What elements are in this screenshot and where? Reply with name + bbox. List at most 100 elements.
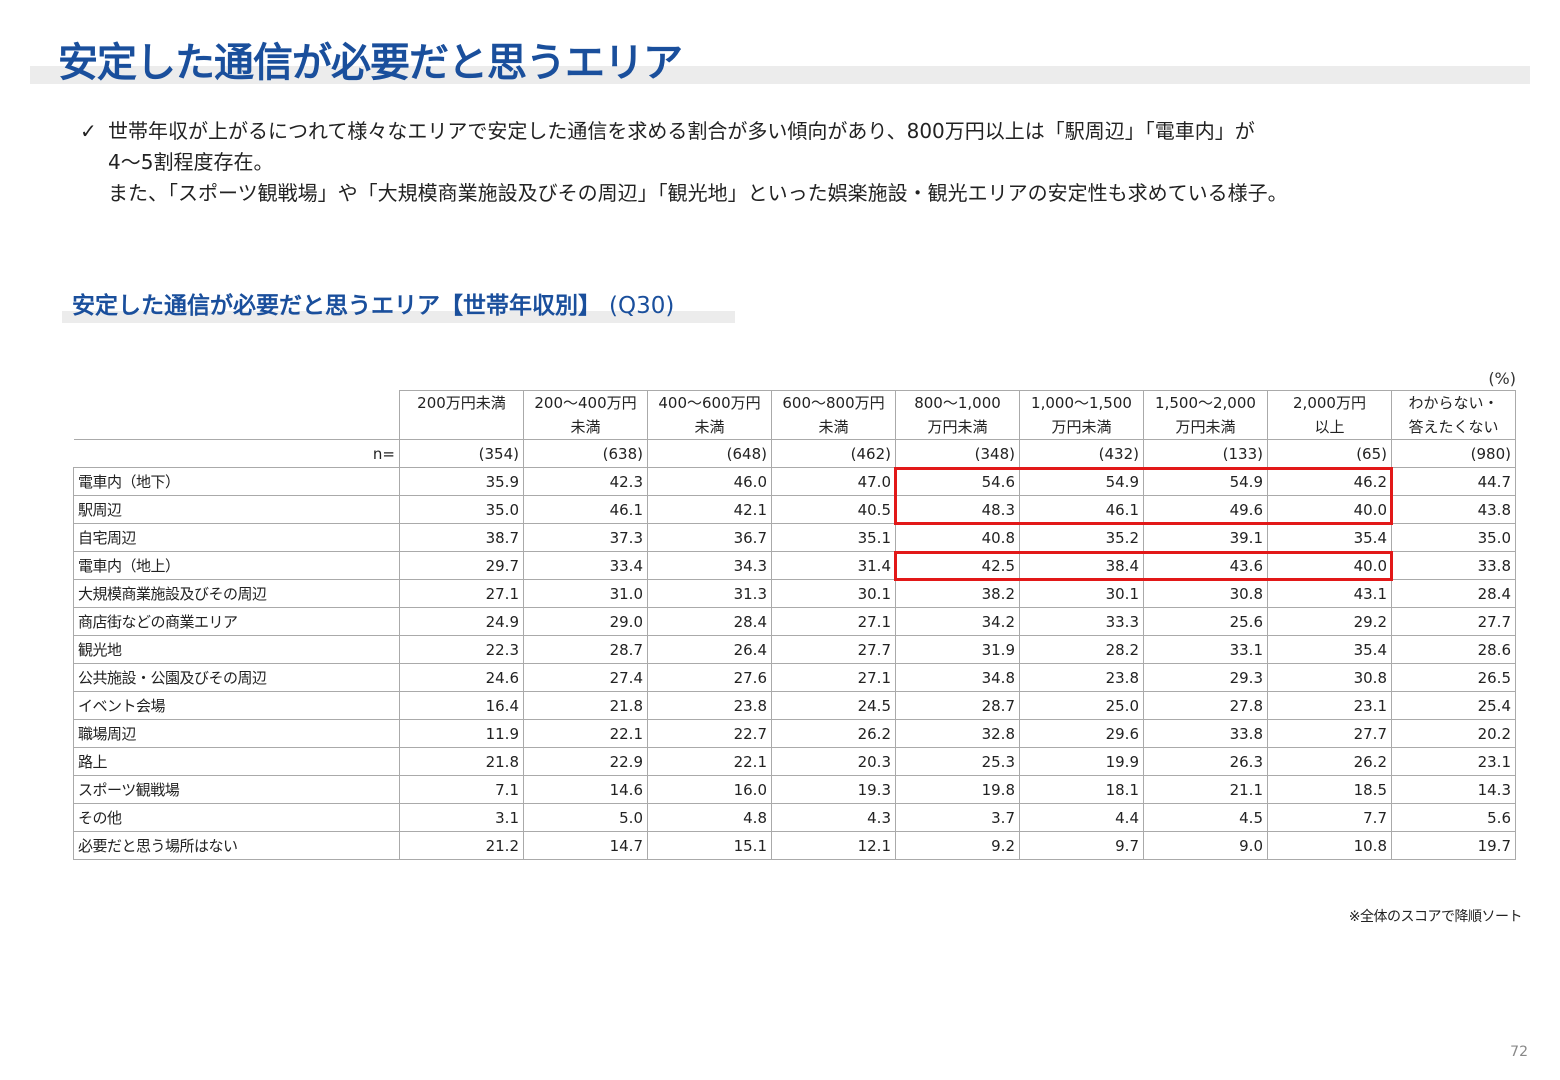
row-label: 観光地 [73, 635, 400, 664]
sample-size-cell: (432) [1019, 439, 1144, 468]
table-cell: 23.8 [1019, 663, 1144, 692]
table-cell: 4.8 [647, 803, 772, 832]
table-cell: 29.2 [1267, 607, 1392, 636]
table-cell: 28.7 [523, 635, 648, 664]
row-label: 駅周辺 [73, 495, 400, 524]
table-cell: 35.0 [1391, 523, 1516, 552]
column-header: 1,500～2,000 万円未満 [1143, 390, 1268, 440]
table-cell: 9.2 [895, 831, 1020, 860]
table-cell: 25.6 [1143, 607, 1268, 636]
check-icon: ✓ [80, 119, 97, 143]
table-cell: 38.7 [399, 523, 524, 552]
table-cell: 54.9 [1019, 467, 1144, 496]
table-cell: 34.3 [647, 551, 772, 580]
table-cell: 35.9 [399, 467, 524, 496]
table-cell: 31.4 [771, 551, 896, 580]
column-header: 400～600万円 未満 [647, 390, 772, 440]
table-cell: 31.0 [523, 579, 648, 608]
column-header-line1: 1,000～1,500 [1031, 394, 1132, 412]
row-label: 必要だと思う場所はない [73, 831, 400, 860]
table-cell: 19.8 [895, 775, 1020, 804]
table-cell: 42.1 [647, 495, 772, 524]
table-cell: 20.3 [771, 747, 896, 776]
table-cell: 29.3 [1143, 663, 1268, 692]
sort-note: ※全体のスコアで降順ソート [1348, 909, 1523, 925]
table-cell: 4.4 [1019, 803, 1144, 832]
table-cell: 22.1 [523, 719, 648, 748]
table-cell: 49.6 [1143, 495, 1268, 524]
sample-size-cell: (648) [647, 439, 772, 468]
table-cell: 14.7 [523, 831, 648, 860]
table-cell: 29.6 [1019, 719, 1144, 748]
table-cell: 23.8 [647, 691, 772, 720]
table-cell: 21.8 [523, 691, 648, 720]
table-cell: 27.6 [647, 663, 772, 692]
column-header-line1: 400～600万円 [658, 394, 761, 412]
column-header-line1: 600～800万円 [782, 394, 885, 412]
table-cell: 18.1 [1019, 775, 1144, 804]
table-cell: 27.8 [1143, 691, 1268, 720]
table-cell: 28.4 [1391, 579, 1516, 608]
table-cell: 43.1 [1267, 579, 1392, 608]
column-header-line2: 万円未満 [927, 418, 988, 436]
table-cell: 42.3 [523, 467, 648, 496]
table-row: スポーツ観戦場 7.1 14.6 16.0 19.3 19.8 18.1 21.1 18.5 14… [73, 775, 1516, 804]
table-cell: 15.1 [647, 831, 772, 860]
table-cell: 22.9 [523, 747, 648, 776]
table-cell: 19.9 [1019, 747, 1144, 776]
table-cell: 33.3 [1019, 607, 1144, 636]
table-cell: 4.5 [1143, 803, 1268, 832]
table-cell: 19.7 [1391, 831, 1516, 860]
table-cell: 30.1 [1019, 579, 1144, 608]
table-cell: 27.4 [523, 663, 648, 692]
table-cell: 11.9 [399, 719, 524, 748]
table-row: 電車内（地下） 35.9 42.3 46.0 47.0 54.6 54.9 54.9 46.2 4… [73, 467, 1516, 496]
table-cell: 37.3 [523, 523, 648, 552]
table-cell: 29.0 [523, 607, 648, 636]
table-cell: 12.1 [771, 831, 896, 860]
table-cell: 9.0 [1143, 831, 1268, 860]
table-cell: 5.0 [523, 803, 648, 832]
sample-size-row: n= (354) (638) (648) (462) (348) (432) (133) (6… [73, 439, 1516, 468]
table-row: 公共施設・公園及びその周辺 24.6 27.4 27.6 27.1 34.8 23.8 29.… [73, 663, 1516, 692]
table-cell: 27.1 [771, 663, 896, 692]
row-label: 電車内（地下） [73, 467, 400, 496]
table-cell: 7.7 [1267, 803, 1392, 832]
table-cell: 38.4 [1019, 551, 1144, 580]
table-cell: 48.3 [895, 495, 1020, 524]
table-cell: 33.8 [1391, 551, 1516, 580]
table-row: 駅周辺 35.0 46.1 42.1 40.5 48.3 46.1 49.6 40.0 43.8 [73, 495, 1516, 524]
summary-block: ✓ 世帯年収が上がるにつれて様々なエリアで安定した通信を求める割合が多い傾向があ… [80, 116, 1460, 209]
column-header: 800～1,000 万円未満 [895, 390, 1020, 440]
table-row: イベント会場 16.4 21.8 23.8 24.5 28.7 25.0 27.8 23.1 25… [73, 691, 1516, 720]
table-row: 自宅周辺 38.7 37.3 36.7 35.1 40.8 35.2 39.1 35.4 35.0 [73, 523, 1516, 552]
table-cell: 26.4 [647, 635, 772, 664]
table-cell: 20.2 [1391, 719, 1516, 748]
table-cell: 9.7 [1019, 831, 1144, 860]
table-row: その他 3.1 5.0 4.8 4.3 3.7 4.4 4.5 7.7 5.6 [73, 803, 1516, 832]
column-header-line1: 200万円未満 [417, 394, 506, 412]
row-label: 路上 [73, 747, 400, 776]
row-label: スポーツ観戦場 [73, 775, 400, 804]
table-cell: 27.7 [771, 635, 896, 664]
sample-size-cell: (638) [523, 439, 648, 468]
table-cell: 28.6 [1391, 635, 1516, 664]
table-cell: 35.0 [399, 495, 524, 524]
table-cell: 3.1 [399, 803, 524, 832]
row-label: 商店街などの商業エリア [73, 607, 400, 636]
table-cell: 10.8 [1267, 831, 1392, 860]
table-cell: 25.0 [1019, 691, 1144, 720]
table-cell: 35.1 [771, 523, 896, 552]
column-header: 600～800万円 未満 [771, 390, 896, 440]
sample-size-cell: (65) [1267, 439, 1392, 468]
table-cell: 30.1 [771, 579, 896, 608]
table-cell: 40.8 [895, 523, 1020, 552]
row-label: 電車内（地上） [73, 551, 400, 580]
table-cell: 23.1 [1391, 747, 1516, 776]
highlight-box [893, 466, 1393, 525]
table-cell: 35.2 [1019, 523, 1144, 552]
table-cell: 4.3 [771, 803, 896, 832]
sample-size-cell: (980) [1391, 439, 1516, 468]
title-underline-band [30, 66, 1530, 84]
table-cell: 3.7 [895, 803, 1020, 832]
